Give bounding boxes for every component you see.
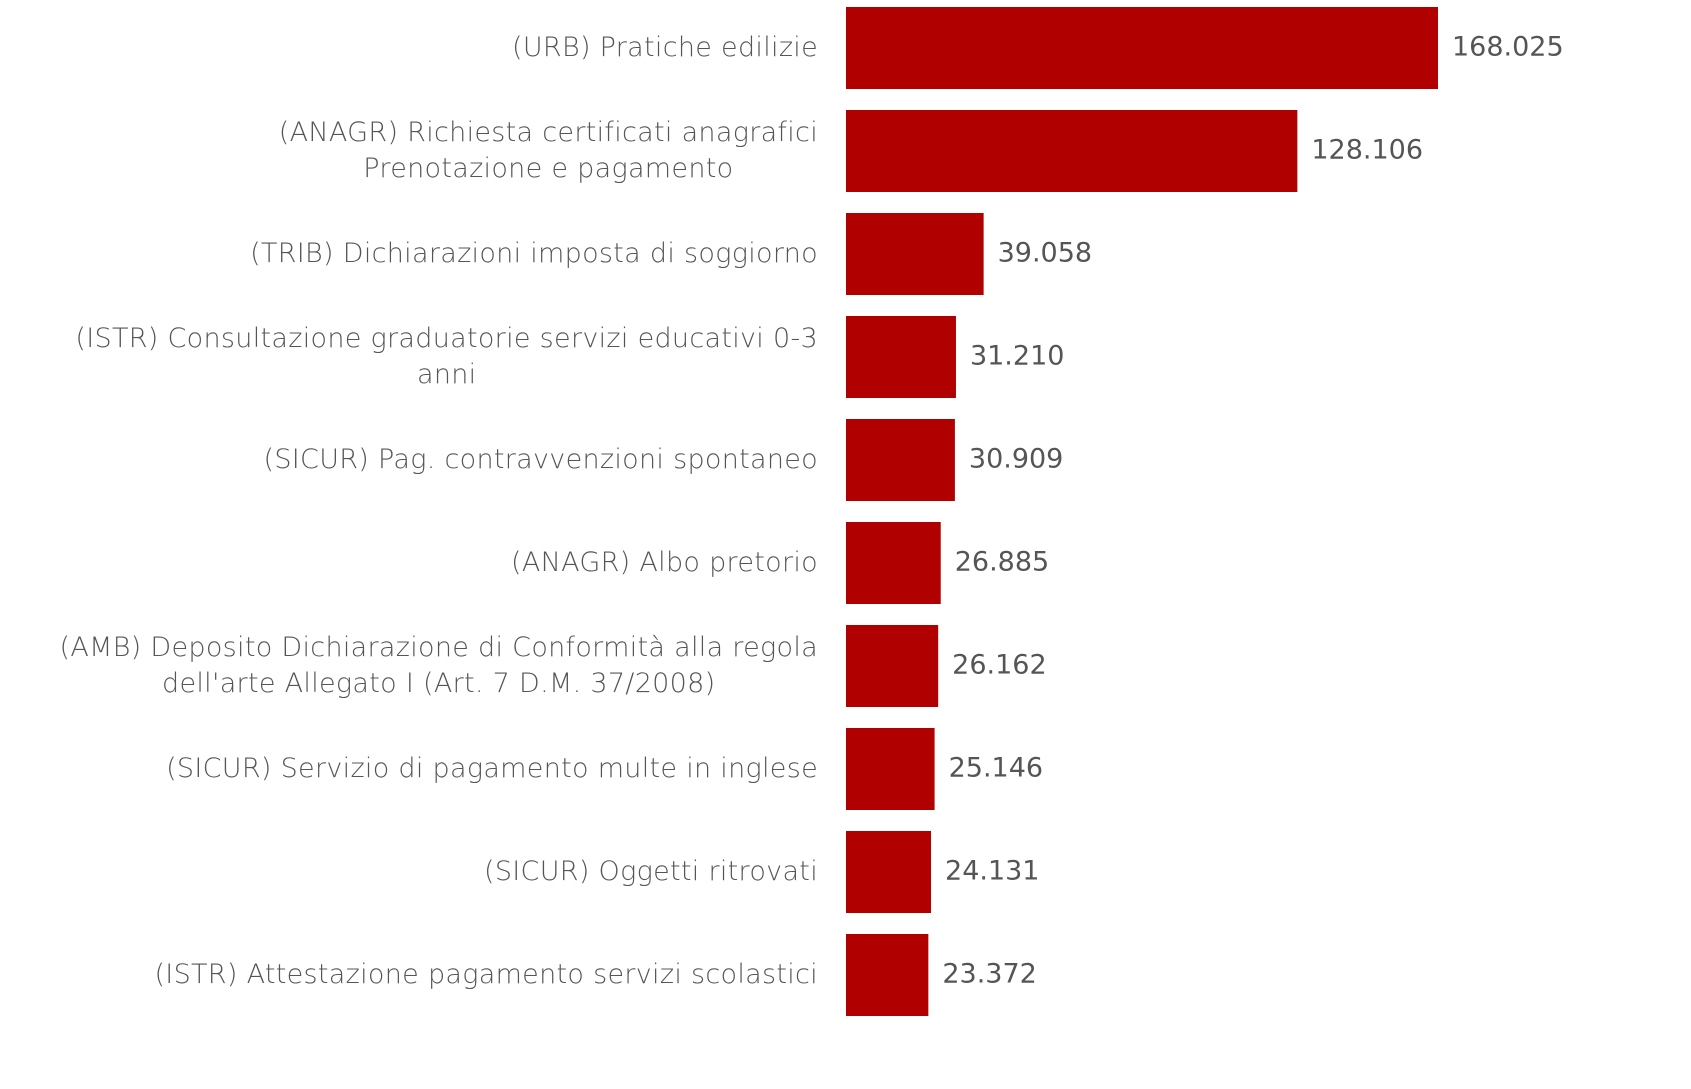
bar [846, 7, 1438, 89]
value-label: 24.131 [945, 856, 1039, 887]
bar [846, 831, 932, 913]
value-label: 39.058 [998, 238, 1092, 269]
value-label: 168.025 [1452, 32, 1564, 63]
category-label: (TRIB) Dichiarazioni imposta di soggiorn… [250, 238, 818, 269]
value-label: 128.106 [1311, 135, 1423, 166]
category-label: (ISTR) Consultazione graduatorie servizi… [75, 323, 818, 390]
category-label: (SICUR) Servizio di pagamento multe in i… [166, 753, 818, 784]
bar [846, 625, 939, 707]
value-label: 26.885 [955, 547, 1049, 578]
bar [846, 316, 956, 398]
value-label: 23.372 [942, 959, 1036, 990]
category-label: (ANAGR) Richiesta certificati anagrafici… [278, 117, 818, 184]
bar [846, 934, 929, 1016]
value-label: 26.162 [952, 650, 1046, 681]
category-label: (ANAGR) Albo pretorio [511, 547, 818, 578]
bar [846, 728, 935, 810]
category-label: (SICUR) Pag. contravvenzioni spontaneo [263, 444, 818, 475]
category-label: (AMB) Deposito Dichiarazione di Conformi… [59, 632, 818, 699]
value-label: 25.146 [949, 753, 1043, 784]
value-label: 30.909 [969, 444, 1063, 475]
bar [846, 419, 955, 501]
value-label: 31.210 [970, 341, 1064, 372]
category-label: (ISTR) Attestazione pagamento servizi sc… [154, 959, 818, 990]
bar [846, 110, 1298, 192]
category-label: (URB) Pratiche edilizie [512, 32, 818, 63]
bar [846, 522, 941, 604]
bar [846, 213, 984, 295]
category-label: (SICUR) Oggetti ritrovati [484, 856, 818, 887]
